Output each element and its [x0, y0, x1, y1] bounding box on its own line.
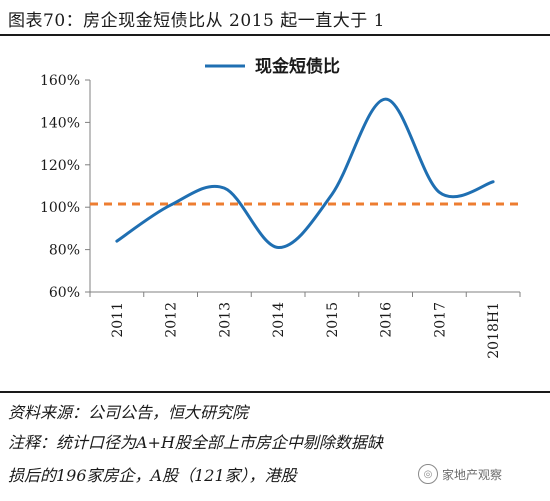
x-tick-label: 2018H1	[486, 302, 502, 359]
x-tick-label: 2016	[379, 302, 395, 338]
x-tick-label: 2017	[432, 302, 448, 338]
footnote-line-2: 损后的196家房企，A股（121家），港股	[8, 466, 297, 485]
line-chart: 60% 80% 100% 120% 140% 160% 2011 2012 2013 2014 20…	[40, 56, 521, 359]
notes-divider	[0, 391, 550, 393]
figure-title: 图表70：房企现金短债比从 2015 起一直大于 1	[8, 11, 385, 31]
figure-title-bar: 图表70：房企现金短债比从 2015 起一直大于 1	[0, 0, 550, 36]
y-tick-label: 60%	[49, 285, 80, 301]
source-note: 资料来源：公司公告，恒大研究院	[8, 403, 249, 422]
watermark-text: 家地产观察	[442, 467, 503, 482]
x-tick-label: 2012	[164, 302, 180, 338]
y-tick-label: 160%	[40, 73, 80, 89]
watermark: ◎ 家地产观察	[418, 460, 546, 488]
footnote-line-1: 注释：统计口径为A+H股全部上市房企中剔除数据缺	[8, 433, 383, 452]
series-line	[115, 97, 495, 249]
y-tick-label: 80%	[49, 243, 80, 259]
y-tick-label: 100%	[40, 200, 80, 216]
x-tick-label: 2015	[325, 302, 341, 338]
wechat-icon: ◎	[418, 464, 438, 484]
x-tick-label: 2014	[271, 302, 287, 338]
x-tick-label: 2013	[217, 302, 233, 338]
x-tick-label: 2011	[110, 302, 126, 338]
y-tick-label: 140%	[40, 115, 80, 131]
legend-label: 现金短债比	[255, 56, 340, 77]
y-tick-label: 120%	[40, 158, 80, 174]
